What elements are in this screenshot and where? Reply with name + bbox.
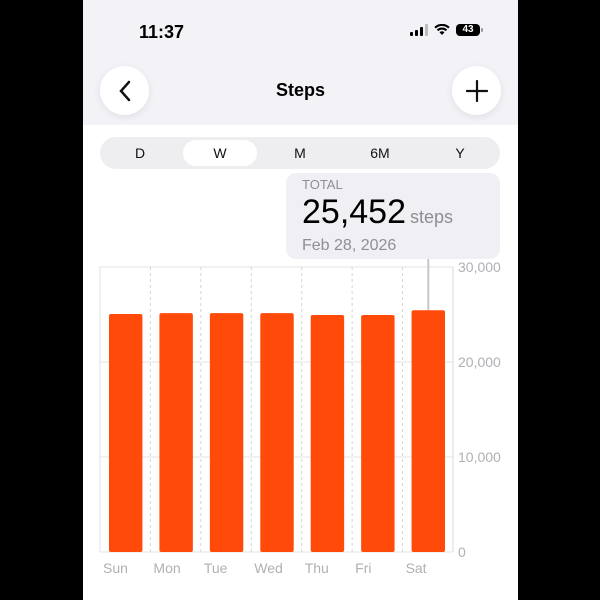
- status-icons: 43: [410, 24, 483, 36]
- page-title: Steps: [275, 80, 326, 100]
- x-tick-label: Mon: [153, 560, 180, 576]
- bar-mon: [159, 313, 193, 552]
- segment-d[interactable]: D: [134, 145, 146, 161]
- status-time: 11:37: [139, 22, 185, 42]
- chevron-left-icon: [118, 80, 130, 101]
- tooltip-label: TOTAL: [302, 177, 343, 192]
- y-tick-label: 20,000: [458, 354, 501, 370]
- bar-thu: [310, 314, 345, 552]
- add-button[interactable]: [452, 66, 501, 115]
- tooltip-date: Feb 28, 2026: [302, 237, 397, 254]
- plus-icon: [465, 79, 488, 102]
- battery-icon: 43: [456, 24, 483, 36]
- bar-tue: [209, 313, 244, 552]
- cellular-signal-icon: [410, 24, 428, 36]
- back-button[interactable]: [100, 66, 149, 115]
- x-tick-label: Fri: [355, 560, 371, 576]
- segment-6m[interactable]: 6M: [370, 145, 390, 161]
- x-tick-label: Thu: [305, 560, 329, 576]
- y-tick-label: 0: [458, 544, 466, 560]
- x-tick-label: Tue: [204, 560, 228, 576]
- selection-tooltip: TOTAL 25,452 steps Feb 28, 2026: [286, 173, 500, 259]
- x-tick-label: Sun: [103, 560, 128, 576]
- bar-sat: [411, 310, 445, 552]
- bar-wed: [260, 313, 294, 552]
- segment-w[interactable]: W: [183, 140, 257, 166]
- y-tick-label: 30,000: [458, 259, 501, 275]
- y-tick-label: 10,000: [458, 449, 501, 465]
- bar-fri: [361, 314, 395, 552]
- header: 11:37 43 Steps: [83, 0, 518, 125]
- segment-m[interactable]: M: [294, 145, 306, 161]
- segment-y[interactable]: Y: [455, 145, 465, 161]
- time-range-segmented-control: D W M 6M Y: [100, 137, 500, 169]
- steps-bar-chart[interactable]: 0 10,000 20,000 30,000 Sun Mon Tue Wed Thu Fri Sat: [83, 0, 518, 600]
- x-tick-label: Sat: [406, 560, 427, 576]
- tooltip-value: 25,452 steps: [302, 193, 453, 232]
- tooltip-number: 25,452: [302, 193, 406, 231]
- wifi-icon: [434, 24, 450, 35]
- x-tick-label: Wed: [254, 560, 283, 576]
- bar-sun: [109, 314, 143, 552]
- phone-screen: 11:37 43 Steps D W M 6M Y 0 10,000 20,000 3…: [83, 0, 518, 600]
- tooltip-unit: steps: [410, 207, 454, 227]
